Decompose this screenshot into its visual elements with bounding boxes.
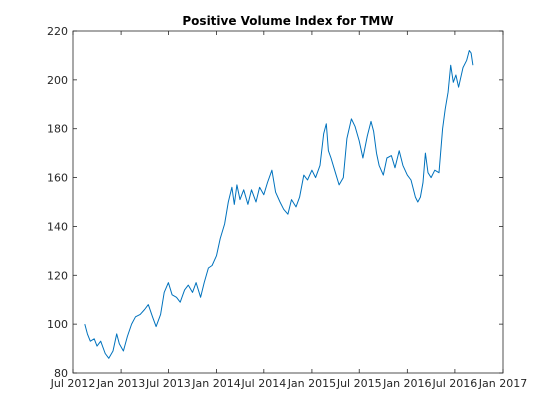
x-axis: Jul 2012 Jan 2013 Jul 2013 Jan 2014 Jul 2014… (50, 31, 527, 390)
x-tick-label: Jul 2016 (432, 377, 478, 390)
y-tick-label: 140 (47, 220, 68, 233)
x-tick-label: Jul 2015 (336, 377, 382, 390)
y-tick-label: 180 (47, 123, 68, 136)
x-tick-label: Jan 2016 (382, 377, 431, 390)
y-tick-label: 160 (47, 172, 68, 185)
x-tick-label: Jul 2012 (50, 377, 96, 390)
x-tick-label: Jul 2014 (240, 377, 286, 390)
y-axis: 80 100 120 140 160 180 200 220 (47, 25, 503, 380)
series-line (84, 50, 474, 359)
x-tick-label: Jan 2015 (287, 377, 336, 390)
y-tick-label: 220 (47, 25, 68, 38)
x-tick-label: Jul 2013 (145, 377, 191, 390)
y-tick-label: 80 (54, 367, 68, 380)
y-tick-label: 120 (47, 269, 68, 282)
plot-area (73, 31, 503, 373)
x-tick-label: Jan 2014 (191, 377, 240, 390)
series-group (84, 50, 474, 359)
x-tick-label: Jan 2013 (96, 377, 145, 390)
x-tick-label: Jan 2017 (478, 377, 527, 390)
chart-title: Positive Volume Index for TMW (182, 14, 393, 28)
y-tick-label: 200 (47, 74, 68, 87)
y-tick-label: 100 (47, 318, 68, 331)
plot-frame (72, 30, 504, 374)
